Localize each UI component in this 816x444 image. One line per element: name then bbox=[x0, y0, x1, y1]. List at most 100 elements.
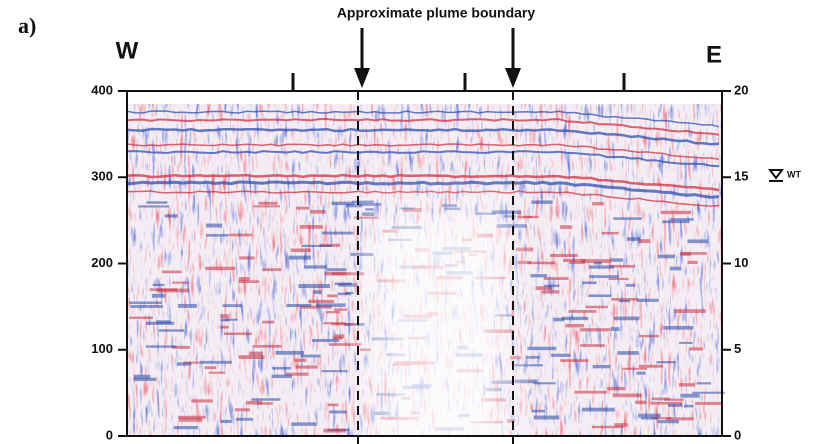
reflector bbox=[300, 354, 321, 358]
reflector bbox=[560, 359, 589, 363]
reflector bbox=[177, 362, 192, 366]
reflector bbox=[665, 417, 694, 421]
reflector bbox=[678, 341, 693, 344]
reflector bbox=[324, 271, 346, 276]
reflector bbox=[251, 398, 281, 401]
reflector bbox=[611, 298, 639, 301]
reflector bbox=[618, 299, 630, 303]
y2-tick-label: 10 bbox=[734, 255, 748, 270]
reflector bbox=[225, 318, 238, 321]
reflector bbox=[220, 419, 232, 424]
y-tick-label: 200 bbox=[91, 255, 113, 270]
reflector bbox=[670, 218, 694, 221]
reflector bbox=[275, 350, 304, 355]
reflector bbox=[262, 320, 275, 324]
reflector bbox=[271, 374, 292, 379]
reflector bbox=[588, 265, 614, 269]
reflector bbox=[662, 220, 689, 224]
reflector bbox=[162, 270, 182, 274]
reflector bbox=[308, 299, 334, 303]
reflector bbox=[637, 298, 659, 302]
reflector bbox=[238, 277, 250, 281]
reflector bbox=[133, 377, 157, 382]
y-tick-label: 0 bbox=[106, 427, 113, 442]
reflector bbox=[129, 316, 154, 319]
reflector bbox=[177, 303, 197, 308]
reflector bbox=[593, 262, 602, 265]
reflector bbox=[321, 370, 348, 373]
reflector bbox=[291, 422, 317, 426]
reflector bbox=[138, 205, 170, 208]
reflector bbox=[257, 402, 273, 405]
reflector bbox=[657, 420, 680, 424]
reflector bbox=[295, 206, 310, 210]
reflector bbox=[262, 268, 282, 272]
reflector bbox=[579, 328, 610, 332]
y-tick-label: 300 bbox=[91, 169, 113, 184]
water-table-symbol: WT bbox=[768, 169, 801, 182]
reflector bbox=[663, 398, 684, 401]
reflector bbox=[220, 314, 229, 319]
reflector bbox=[581, 281, 597, 285]
reflector bbox=[689, 347, 704, 351]
arrows bbox=[354, 28, 521, 88]
reflector bbox=[223, 332, 252, 336]
reflector bbox=[313, 290, 322, 295]
reflector bbox=[126, 127, 720, 146]
reflector bbox=[651, 417, 672, 420]
reflector bbox=[126, 143, 720, 160]
reflector bbox=[553, 317, 565, 322]
y-tick-label: 100 bbox=[91, 341, 113, 356]
reflector bbox=[315, 303, 346, 307]
reflector bbox=[610, 258, 624, 262]
reflector bbox=[582, 407, 615, 412]
reflector bbox=[657, 254, 675, 259]
reflector bbox=[695, 401, 723, 405]
reflector bbox=[563, 258, 586, 262]
reflector bbox=[253, 205, 281, 208]
reflector bbox=[636, 371, 646, 375]
reflector bbox=[235, 417, 254, 421]
reflector bbox=[249, 351, 263, 356]
reflector bbox=[612, 393, 642, 398]
reflector bbox=[327, 294, 338, 298]
reflector bbox=[668, 404, 683, 407]
y2-tick-label: 15 bbox=[734, 169, 748, 184]
reflector bbox=[290, 248, 311, 253]
y2-tick-label: 20 bbox=[734, 82, 748, 97]
title: Approximate plume boundary bbox=[337, 5, 536, 21]
reflector bbox=[581, 259, 610, 263]
reflector bbox=[145, 321, 174, 325]
reflector bbox=[601, 231, 619, 235]
reflector bbox=[681, 252, 707, 255]
reflector bbox=[311, 338, 340, 342]
reflector bbox=[151, 293, 165, 298]
west-label: W bbox=[116, 37, 139, 64]
reflector bbox=[334, 334, 345, 339]
reflector bbox=[126, 150, 720, 168]
reflector bbox=[684, 404, 694, 408]
reflector bbox=[527, 261, 556, 265]
reflector bbox=[592, 364, 611, 369]
reflector bbox=[178, 415, 206, 419]
reflector bbox=[674, 309, 706, 313]
reflector bbox=[245, 400, 262, 405]
reflector bbox=[560, 225, 572, 229]
reflector bbox=[183, 361, 202, 364]
reflector bbox=[638, 413, 661, 418]
reflector bbox=[288, 255, 311, 260]
reflector bbox=[614, 423, 628, 427]
reflector bbox=[252, 344, 282, 348]
top-ticks bbox=[291, 73, 626, 91]
reflector bbox=[321, 231, 354, 235]
reflector bbox=[191, 399, 213, 403]
reflector bbox=[535, 286, 553, 290]
reflector bbox=[638, 239, 651, 244]
reflector bbox=[660, 210, 692, 215]
reflector bbox=[133, 374, 151, 379]
reflector bbox=[588, 294, 612, 298]
reflector bbox=[626, 237, 641, 241]
reflector bbox=[680, 393, 700, 398]
reflector bbox=[126, 110, 720, 128]
water-table-label: WT bbox=[787, 169, 801, 179]
